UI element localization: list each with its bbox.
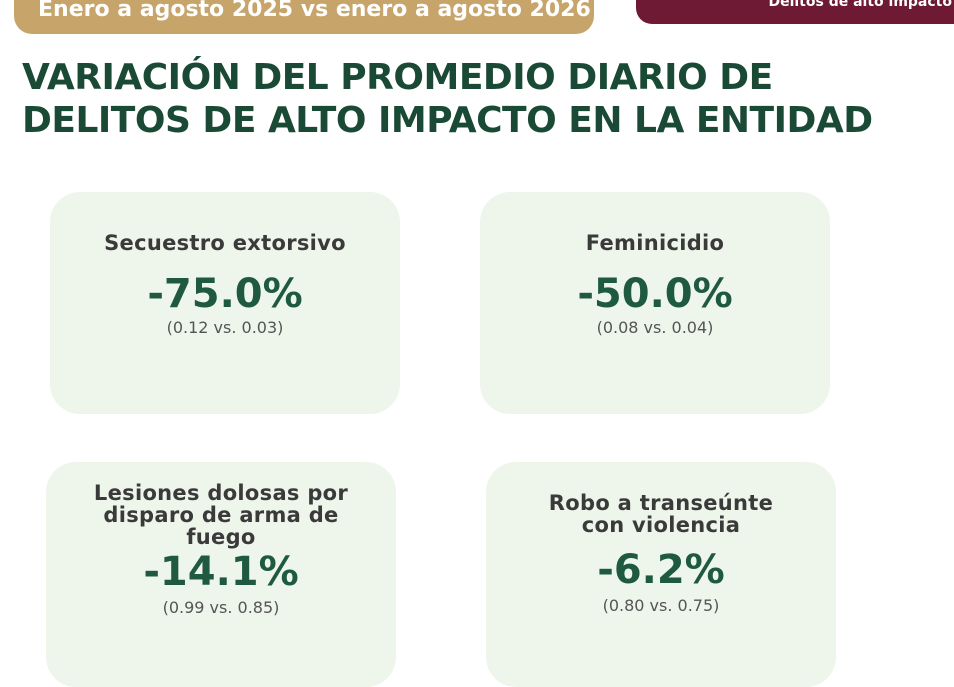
date-range-banner: Enero a agosto 2025 vs enero a agosto 20… [14,0,594,34]
card-label: Robo a transeúnte con violencia [548,491,774,537]
card-comparison: (0.12 vs. 0.03) [166,318,284,337]
card-value: -75.0% [147,271,303,317]
card-comparison: (0.08 vs. 0.04) [596,318,714,337]
card-comparison: (0.99 vs. 0.85) [162,598,280,617]
stat-card-feminicidio: Feminicidio -50.0% (0.08 vs. 0.04) [480,192,830,414]
card-label: Lesiones dolosas por disparo de arma de … [93,481,349,549]
stat-card-robo: Robo a transeúnte con violencia -6.2% (0… [486,462,836,687]
category-banner: Delitos de alto impacto [636,0,954,24]
stat-card-secuestro: Secuestro extorsivo -75.0% (0.12 vs. 0.0… [50,192,400,414]
category-text: Delitos de alto impacto [768,0,952,10]
stat-card-lesiones: Lesiones dolosas por disparo de arma de … [46,462,396,687]
card-value: -14.1% [143,549,299,595]
card-label: Feminicidio [585,231,725,255]
card-comparison: (0.80 vs. 0.75) [602,596,720,615]
card-value: -6.2% [597,547,725,593]
page-title: VARIACIÓN DEL PROMEDIO DIARIO DE DELITOS… [22,57,873,141]
date-range-text: Enero a agosto 2025 vs enero a agosto 20… [38,0,591,22]
card-value: -50.0% [577,271,733,317]
card-label: Secuestro extorsivo [104,231,346,255]
